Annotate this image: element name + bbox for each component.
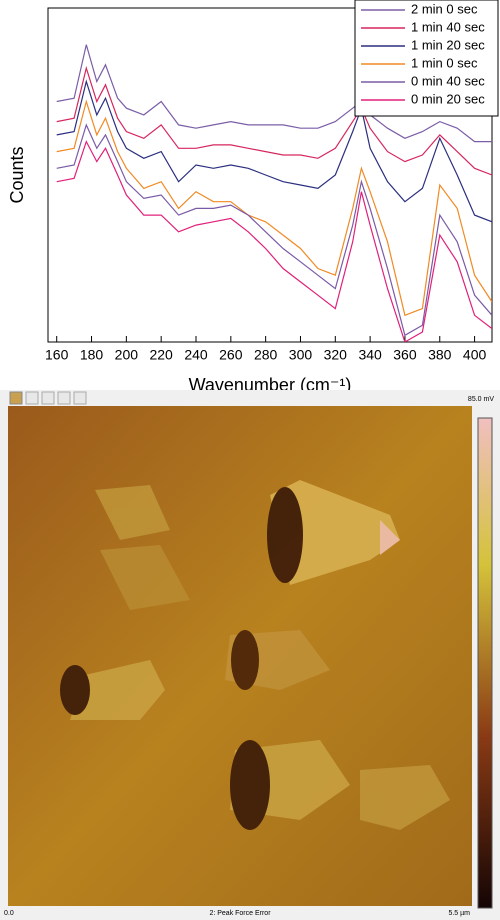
legend-label: 1 min 0 sec — [411, 55, 478, 70]
legend-label: 2 min 0 sec — [411, 1, 478, 16]
x-tick-label: 280 — [254, 347, 278, 363]
series-line — [56, 99, 492, 317]
x-tick-label: 380 — [428, 347, 452, 363]
channel-label: 2: Peak Force Error — [209, 910, 271, 917]
x-tick-label: 240 — [184, 347, 208, 363]
series-line — [56, 44, 492, 143]
series-line — [56, 140, 492, 342]
x-tick-label: 180 — [80, 347, 104, 363]
x-tick-label: 260 — [219, 347, 243, 363]
series-line — [56, 79, 492, 223]
legend-box — [354, 0, 499, 117]
x-tick-label: 320 — [324, 347, 348, 363]
legend-label: 1 min 20 sec — [411, 37, 485, 52]
legend-label: 0 min 40 sec — [411, 73, 485, 88]
x-tick-label: 220 — [149, 347, 173, 363]
series-line — [56, 65, 492, 176]
x-tick-label: 400 — [463, 347, 487, 363]
legend-label: 0 min 20 sec — [411, 91, 485, 106]
series-line — [56, 123, 492, 337]
x-tick-label: 200 — [115, 347, 139, 363]
x-start-label: 0.0 — [4, 910, 14, 917]
x-axis-label: Wavenumber (cm⁻¹) — [189, 375, 352, 390]
x-tick-label: 160 — [45, 347, 69, 363]
x-tick-label: 300 — [289, 347, 313, 363]
colorbar — [477, 417, 493, 909]
x-tick-label: 340 — [358, 347, 382, 363]
y-axis-label: Counts — [7, 146, 27, 203]
chart: Counts Wavenumber (cm⁻¹) 160 180 200 220 240… — [7, 0, 499, 390]
scale-max-label: 85.0 mV — [468, 396, 494, 403]
series-group — [56, 44, 492, 342]
afm-panel: 85.0 mV 0.0 2: Peak Force Error 5.5 µm — [0, 390, 500, 920]
x-end-label: 5.5 µm — [448, 910, 470, 917]
x-tick-label: 360 — [393, 347, 417, 363]
legend-label: 1 min 40 sec — [411, 19, 485, 34]
toolbar — [9, 391, 87, 405]
afm-features — [60, 480, 450, 830]
